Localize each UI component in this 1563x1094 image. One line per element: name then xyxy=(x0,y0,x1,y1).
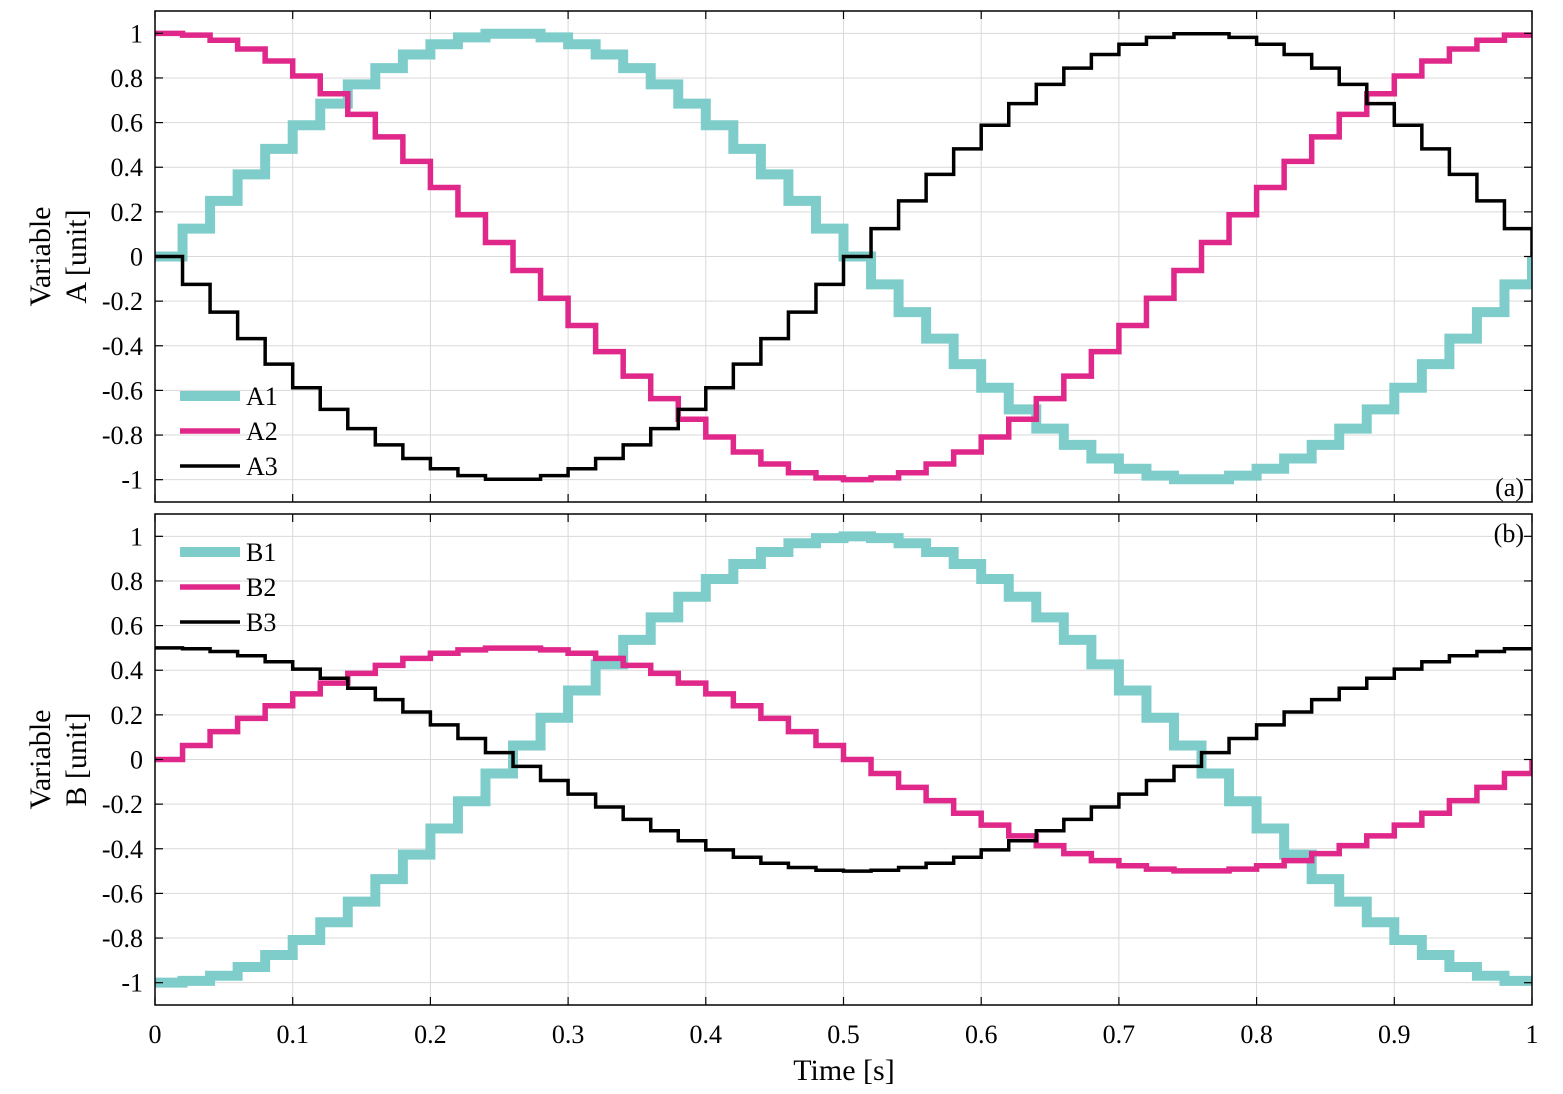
legend: A1 A2 A3 xyxy=(180,382,278,481)
y-tick-label: 0.8 xyxy=(111,64,144,93)
x-tick-label: 0.5 xyxy=(827,1020,860,1049)
y-tick-label: -0.2 xyxy=(102,287,143,316)
y-axis-label-line: A [unit] xyxy=(60,209,93,303)
y-axis-label: Variable B [unit] xyxy=(24,710,93,810)
y-axis-label-line: Variable xyxy=(24,710,57,810)
legend-label: B1 xyxy=(246,538,276,567)
panel-tag: (a) xyxy=(1495,473,1524,502)
legend-label: A2 xyxy=(246,417,278,446)
x-tick-label: 0.4 xyxy=(690,1020,723,1049)
x-tick-label: 0.3 xyxy=(552,1020,585,1049)
panel-tag: (b) xyxy=(1494,519,1524,548)
x-tick-label: 0.9 xyxy=(1378,1020,1411,1049)
y-axis-label: Variable A [unit] xyxy=(24,207,93,307)
series-line-a3 xyxy=(155,32,1532,481)
x-tick-label: 0.2 xyxy=(414,1020,447,1049)
y-tick-label: 1 xyxy=(130,19,143,48)
y-tick-label: -1 xyxy=(121,969,143,998)
legend-label: A3 xyxy=(246,452,278,481)
y-tick-label: 0.6 xyxy=(111,612,144,641)
panel-b: -1 -0.8 -0.6 -0.4 -0.2 0 0.2 0.4 0.6 0.8 1 0 0.1 0.2 0… xyxy=(24,513,1539,1049)
series-group xyxy=(155,531,1532,988)
series-group xyxy=(155,28,1532,485)
y-tick-label: -0.6 xyxy=(102,376,143,405)
x-tick-label: 0.8 xyxy=(1240,1020,1273,1049)
y-tick-label: 0.4 xyxy=(111,153,144,182)
y-tick-label: 0 xyxy=(130,746,143,775)
x-tick-label: 0 xyxy=(149,1020,162,1049)
x-tick-label: 0.7 xyxy=(1103,1020,1136,1049)
y-tick-label: 0 xyxy=(130,243,143,272)
legend-label: A1 xyxy=(246,382,278,411)
y-tick-label: 1 xyxy=(130,522,143,551)
series-line-b3 xyxy=(155,646,1532,873)
x-axis-label: Time [s] xyxy=(793,1054,894,1087)
y-tick-label: -0.8 xyxy=(102,924,143,953)
legend-label: B2 xyxy=(246,573,276,602)
legend-label: B3 xyxy=(246,608,276,637)
y-tick-label: -0.2 xyxy=(102,790,143,819)
x-tick-label: 0.1 xyxy=(276,1020,309,1049)
legend: B1 B2 B3 xyxy=(180,538,276,637)
x-tick-label: 0.6 xyxy=(965,1020,998,1049)
y-tick-label: 0.8 xyxy=(111,567,144,596)
y-tick-label: 0.4 xyxy=(111,656,144,685)
y-tick-label: 0.2 xyxy=(111,198,144,227)
y-tick-label: -0.6 xyxy=(102,879,143,908)
series-line-a2 xyxy=(155,30,1532,483)
y-tick-label: -0.8 xyxy=(102,421,143,450)
y-tick-label: -1 xyxy=(121,466,143,495)
panel-a: -1 -0.8 -0.6 -0.4 -0.2 0 0.2 0.4 0.6 0.8 1 Variable… xyxy=(24,10,1533,503)
y-axis-label-line: Variable xyxy=(24,207,57,307)
y-tick-label: -0.4 xyxy=(102,332,143,361)
x-tick-label: 1 xyxy=(1526,1020,1539,1049)
y-tick-label: 0.6 xyxy=(111,109,144,138)
y-tick-label: 0.2 xyxy=(111,701,144,730)
series-line-b2 xyxy=(155,645,1532,874)
y-tick-label: -0.4 xyxy=(102,835,143,864)
y-axis-label-line: B [unit] xyxy=(60,712,93,806)
